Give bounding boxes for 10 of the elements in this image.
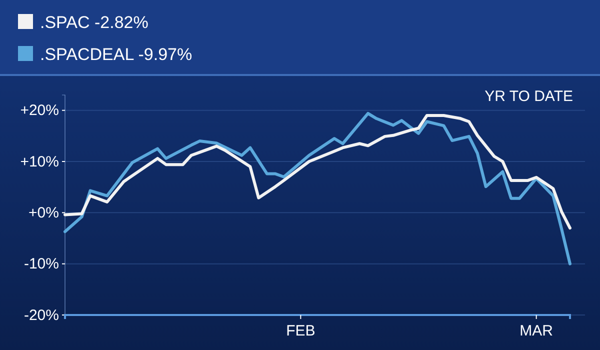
- legend-label: .SPACDEAL -9.97%: [40, 45, 192, 64]
- chart-subtitle: YR TO DATE: [484, 88, 573, 105]
- y-tick-label: +10%: [20, 153, 59, 170]
- legend-label: .SPAC -2.82%: [40, 13, 148, 32]
- y-tick-label: +0%: [28, 204, 59, 222]
- x-tick-label: FEB: [286, 322, 316, 340]
- y-tick-label: -20%: [24, 306, 59, 324]
- x-tick-label: MAR: [520, 322, 554, 340]
- y-tick-label: +20%: [20, 102, 59, 120]
- y-tick-label: -10%: [24, 256, 59, 273]
